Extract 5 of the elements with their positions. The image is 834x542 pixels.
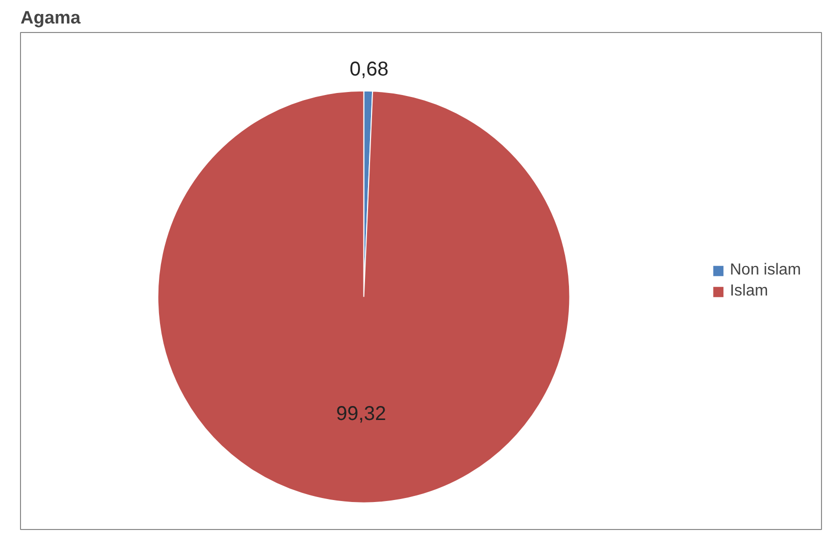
legend-label: Islam [730,282,768,300]
data-label: 0,68 [350,58,389,81]
data-label: 99,32 [336,403,386,426]
legend-label: Non islam [730,261,801,279]
chart-title: Agama [20,8,82,28]
